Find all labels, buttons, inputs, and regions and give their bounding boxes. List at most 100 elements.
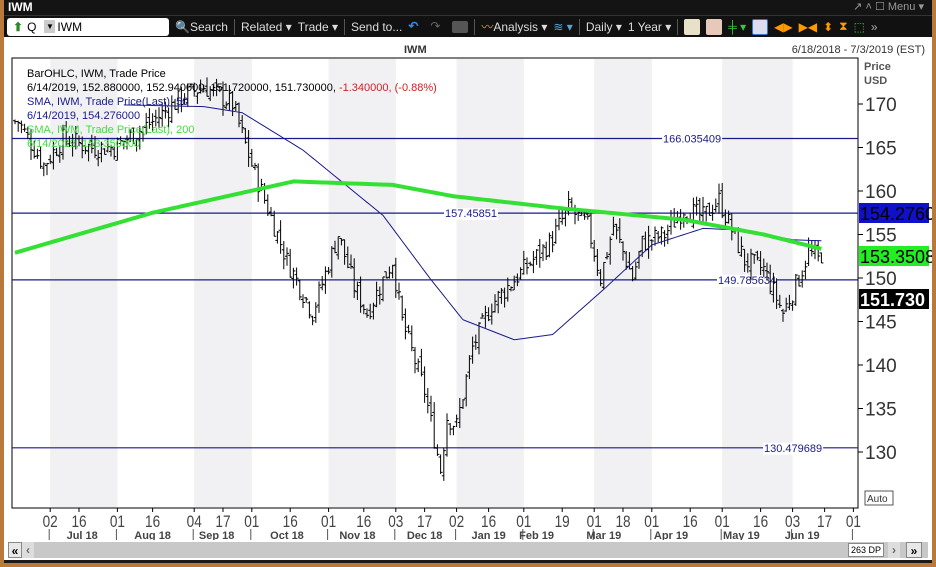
- send-to-menu[interactable]: Send to...: [350, 19, 403, 34]
- scroll-first-button[interactable]: «: [8, 542, 22, 558]
- related-label: Related: [240, 19, 283, 34]
- ohlc-bar: [307, 301, 312, 319]
- zoom-box-icon[interactable]: [752, 18, 769, 35]
- data-points-box[interactable]: 263 DP: [848, 543, 884, 557]
- ohlc-bar: [45, 162, 49, 176]
- price-tag-sma50: 154.2760: [860, 204, 932, 224]
- ohlc-bar: [656, 230, 661, 243]
- search-button[interactable]: 🔍Search: [175, 20, 228, 34]
- x-tick-label: 17: [215, 513, 230, 532]
- legend-sma50-title: SMA, IWM, Trade Price(Last), 50: [27, 96, 188, 108]
- ohlc-bar: [445, 413, 449, 457]
- ohlc-bar: [406, 324, 411, 334]
- ohlc-bar: [752, 253, 757, 264]
- ohlc-bar: [480, 313, 485, 319]
- ohlc-bar: [253, 162, 257, 171]
- ohlc-bar: [483, 305, 488, 328]
- folder-icon[interactable]: [452, 20, 469, 33]
- ohlc-bar: [547, 232, 552, 258]
- menu-button[interactable]: Menu: [887, 1, 916, 13]
- ohlc-bar: [121, 140, 126, 150]
- chevron-down-icon[interactable]: ▼: [44, 20, 56, 33]
- ohlc-bar: [32, 140, 37, 159]
- ohlc-bar: [365, 308, 369, 318]
- ohlc-bar: [557, 210, 561, 231]
- ohlc-bar: [608, 236, 613, 265]
- ohlc-bar: [25, 126, 30, 140]
- ohlc-bar: [419, 348, 424, 377]
- ohlc-bar: [195, 92, 200, 104]
- month-band: [50, 59, 118, 507]
- line-chart-icon[interactable]: [684, 18, 701, 35]
- compress-vertical-icon[interactable]: ⧗: [839, 19, 848, 33]
- y-tick-label: 145: [865, 313, 897, 334]
- ohlc-bar: [326, 266, 331, 275]
- ohlc-bar: [803, 260, 808, 280]
- legend-sma50-value: 6/14/2019, 154.276000: [27, 110, 140, 122]
- related-menu[interactable]: Related ▾: [240, 19, 292, 34]
- chart-panel[interactable]: IWM 6/18/2018 - 7/3/2019 (EST) Price USD 130…: [4, 37, 935, 545]
- ohlc-bar: [246, 130, 251, 167]
- popout-icon[interactable]: ↗: [853, 1, 863, 13]
- label-bg: [662, 133, 723, 146]
- trade-menu[interactable]: Trade ▾: [297, 19, 338, 34]
- ohlc-bar: [438, 454, 443, 475]
- ohlc-bar: [304, 296, 309, 303]
- label-bg: [763, 442, 824, 455]
- period-menu[interactable]: Daily ▾: [585, 19, 622, 34]
- horizontal-line-label: 149.785634: [718, 275, 776, 287]
- expand-horizontal-icon[interactable]: ◀▶: [774, 19, 793, 34]
- more-icon[interactable]: »: [870, 19, 878, 34]
- price-chart[interactable]: IWM 6/18/2018 - 7/3/2019 (EST) Price USD 130…: [4, 37, 935, 545]
- ohlc-bar: [275, 231, 280, 244]
- analysis-menu[interactable]: 〰Analysis ▾: [481, 20, 548, 34]
- toolbar-divider: [578, 18, 580, 35]
- month-band: [594, 59, 652, 507]
- horizontal-scrollbar[interactable]: « ‹ 263 DP › »: [8, 542, 928, 558]
- ohlc-bar: [630, 265, 635, 282]
- x-tick-label: 18: [615, 513, 630, 532]
- range-menu[interactable]: 1 Year ▾: [627, 19, 672, 34]
- scroll-last-button[interactable]: »: [906, 542, 922, 558]
- maximize-icon[interactable]: ☐: [874, 1, 885, 13]
- ohlc-bar: [243, 127, 248, 144]
- symbol-input[interactable]: ⬆ Q ▼ IWM: [7, 17, 169, 36]
- ohlc-bar: [464, 374, 469, 407]
- ohlc-bar: [352, 258, 357, 299]
- select-icon[interactable]: ⬚: [853, 19, 865, 34]
- ohlc-bar: [662, 230, 667, 247]
- x-tick-label: 02: [449, 513, 464, 532]
- ohlc-bar: [521, 250, 526, 275]
- ohlc-bar: [694, 196, 699, 216]
- x-tick-label: 02: [43, 513, 58, 532]
- ohlc-bar: [393, 257, 398, 298]
- ohlc-bar: [595, 248, 600, 277]
- ohlc-bar: [390, 264, 395, 279]
- studies-icon[interactable]: ≋ ▾: [553, 19, 573, 34]
- symbol-value[interactable]: IWM: [57, 19, 83, 34]
- compress-horizontal-icon[interactable]: ▶◀: [798, 19, 818, 34]
- redo-icon[interactable]: ↷: [430, 18, 441, 33]
- scroll-right-icon[interactable]: ›: [888, 542, 900, 558]
- ohlc-bar: [137, 125, 142, 150]
- expand-vertical-icon[interactable]: ⬍: [823, 19, 834, 34]
- month-label: Aug 18: [134, 530, 171, 542]
- ohlc-bar: [371, 302, 376, 320]
- ohlc-bar: [166, 107, 171, 129]
- ohlc-bar: [345, 246, 350, 269]
- symbol-type[interactable]: Q: [27, 19, 37, 34]
- crosshair-icon[interactable]: ╪ ▾: [728, 19, 747, 34]
- ohlc-bar: [41, 162, 46, 177]
- y-tick-label: 165: [865, 139, 897, 160]
- x-tick-label: 16: [71, 513, 86, 532]
- ohlc-bar: [374, 281, 379, 308]
- ohlc-bar: [777, 294, 782, 309]
- undo-icon[interactable]: ↶: [408, 18, 419, 33]
- legend-bar-title: BarOHLC, IWM, Trade Price: [27, 68, 166, 80]
- collapse-icon[interactable]: ˄: [865, 1, 872, 13]
- scroll-left-icon[interactable]: ‹: [22, 542, 34, 558]
- x-tick-label: 01: [644, 513, 659, 532]
- ohlc-bar: [781, 308, 785, 322]
- compare-chart-icon[interactable]: [706, 18, 723, 35]
- ohlc-bar: [160, 102, 165, 127]
